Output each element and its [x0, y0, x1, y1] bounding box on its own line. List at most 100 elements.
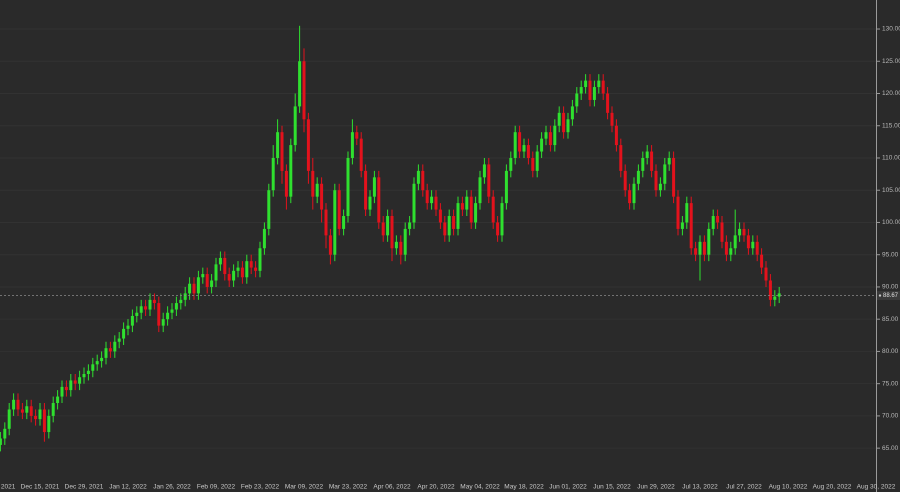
x-tick-label: Feb 09, 2022	[197, 484, 236, 491]
candle-body	[359, 138, 363, 171]
candle-body	[223, 257, 227, 275]
y-tick-label: 70.00	[882, 413, 899, 420]
x-tick-label: Jun 15, 2022	[593, 484, 631, 491]
last-price-label: 88.67	[883, 293, 899, 299]
candle-body	[108, 348, 112, 352]
candle-body	[663, 164, 667, 184]
candle-body	[183, 293, 187, 300]
candle-body	[381, 222, 385, 236]
x-tick-label: Mar 09, 2022	[285, 484, 324, 491]
x-tick-label: Aug 10, 2022	[769, 484, 808, 491]
candle-body	[729, 248, 733, 255]
y-tick-label: 85.00	[882, 316, 899, 323]
x-tick-label: May 18, 2022	[504, 484, 544, 491]
candle-body	[650, 151, 654, 171]
candle-body	[20, 409, 24, 413]
candle-body	[522, 145, 526, 152]
candle-body	[218, 257, 222, 265]
candle-body	[606, 93, 610, 113]
candle-body	[227, 274, 231, 281]
candle-body	[632, 183, 636, 204]
candle-body	[284, 170, 288, 197]
candle-body	[113, 341, 117, 352]
candle-body	[394, 241, 398, 249]
candle-body	[570, 106, 574, 120]
candle-body	[69, 380, 73, 391]
candle-body	[500, 203, 504, 236]
x-tick-label: Aug 30, 2022	[857, 484, 896, 491]
candle-body	[566, 119, 570, 133]
candle-body	[597, 80, 601, 88]
candle-body	[315, 183, 319, 197]
candle-body	[575, 93, 579, 107]
candle-body	[64, 386, 68, 391]
y-tick-label: 65.00	[882, 445, 899, 452]
candle-body	[636, 170, 640, 184]
candle-body	[324, 209, 328, 236]
candle-body	[509, 157, 513, 171]
x-tick-label: Jul 27, 2022	[726, 484, 762, 491]
candle-body	[258, 248, 262, 271]
candle-body	[716, 216, 720, 223]
x-tick-label: Jun 01, 2022	[549, 484, 587, 491]
candle-body	[144, 306, 148, 310]
candle-body	[289, 145, 293, 197]
candle-body	[34, 415, 38, 420]
candle-body	[658, 183, 662, 191]
candle-body	[504, 170, 508, 204]
candle-body	[350, 132, 354, 158]
candle-body	[170, 309, 174, 313]
candle-body	[711, 216, 715, 229]
candle-body	[742, 228, 746, 236]
candle-body	[293, 106, 297, 146]
candle-body	[487, 164, 491, 197]
candle-body	[698, 241, 702, 255]
candle-body	[540, 138, 544, 152]
y-tick-label: 75.00	[882, 380, 899, 387]
candle-body	[276, 132, 280, 158]
candle-body	[768, 280, 772, 300]
candle-body	[328, 235, 332, 255]
candle-body	[562, 112, 566, 133]
candle-body	[271, 157, 275, 191]
candle-body	[51, 403, 55, 416]
candle-body	[452, 216, 456, 229]
candle-body	[553, 125, 557, 146]
x-tick-label: Aug 20, 2022	[813, 484, 852, 491]
candle-body	[478, 177, 482, 204]
candle-body	[685, 203, 689, 223]
candle-body	[240, 267, 244, 278]
candle-body	[623, 170, 627, 191]
candle-body	[280, 132, 284, 171]
candle-body	[526, 145, 530, 158]
candle-body	[346, 157, 350, 217]
x-tick-label: Apr 20, 2022	[417, 484, 455, 491]
candle-body	[139, 306, 143, 313]
candle-body	[47, 415, 51, 433]
candle-body	[333, 190, 337, 255]
candle-body	[104, 348, 108, 358]
x-tick-label: Apr 06, 2022	[373, 484, 411, 491]
candle-body	[337, 190, 341, 229]
candle-body	[122, 328, 126, 339]
candle-body	[482, 164, 486, 178]
candle-body	[733, 235, 737, 249]
candle-body	[364, 170, 368, 210]
candle-body	[764, 267, 768, 281]
candle-body	[42, 409, 46, 433]
candle-body	[306, 119, 310, 171]
candle-body	[377, 177, 381, 223]
candle-body	[412, 183, 416, 223]
x-tick-label: Feb 23, 2022	[241, 484, 280, 491]
candle-body	[403, 228, 407, 255]
candle-body	[192, 283, 196, 294]
candle-body	[82, 373, 86, 378]
candle-body	[390, 216, 394, 249]
candle-body	[518, 132, 522, 152]
candle-body	[267, 190, 271, 229]
candle-body	[245, 261, 249, 278]
candle-body	[676, 196, 680, 229]
candle-body	[179, 299, 183, 304]
x-tick-label: Jan 26, 2022	[153, 484, 191, 491]
